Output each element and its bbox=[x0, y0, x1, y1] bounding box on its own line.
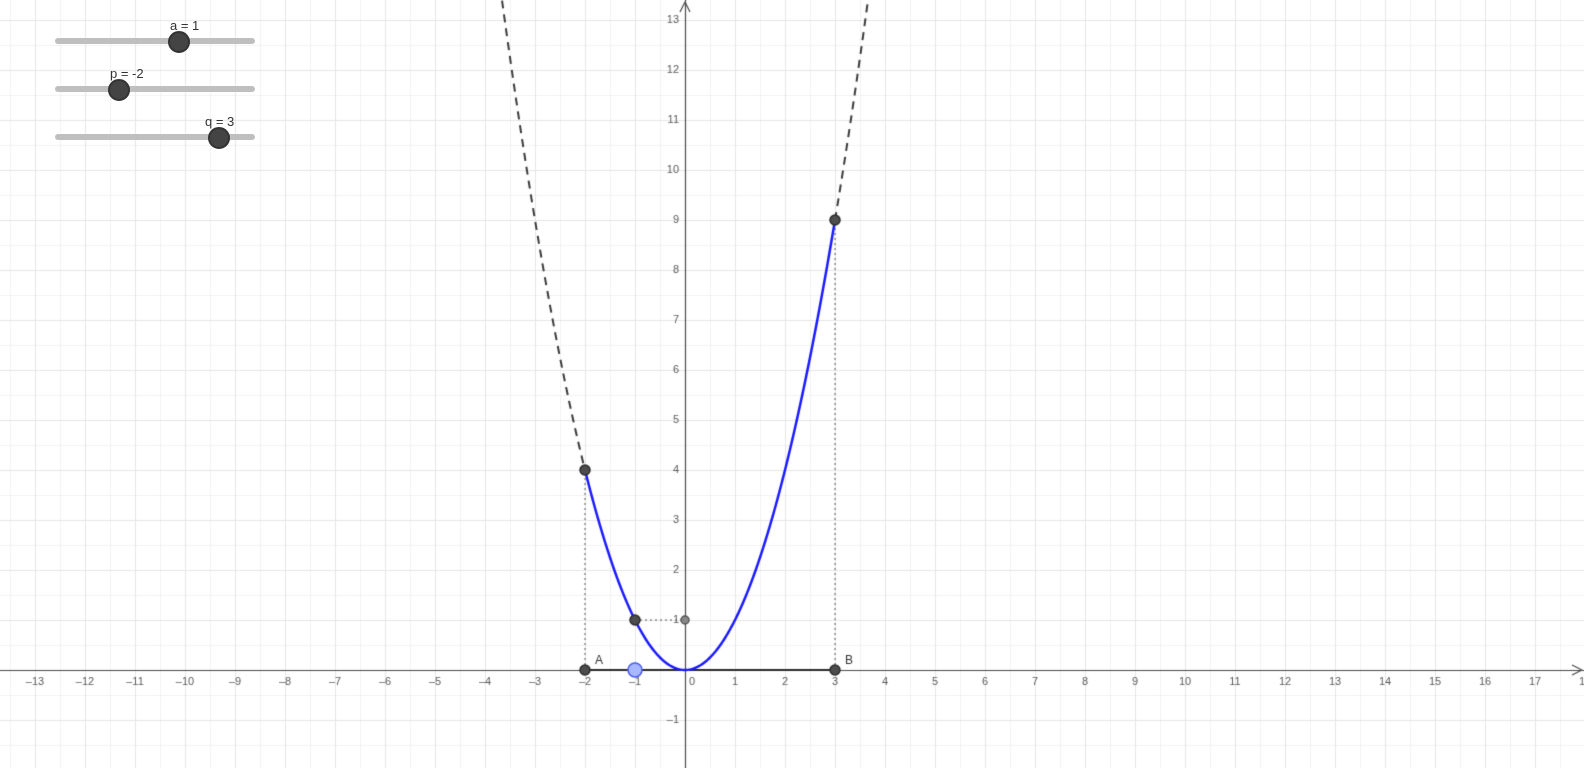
slider-p-label: p = -2 bbox=[110, 66, 330, 81]
slider-a-thumb[interactable] bbox=[168, 31, 190, 53]
slider-p-thumb[interactable] bbox=[108, 79, 130, 101]
slider-p-track[interactable] bbox=[55, 86, 255, 92]
slider-a-track[interactable] bbox=[55, 38, 255, 44]
slider-a-row: a = 1 bbox=[55, 20, 275, 68]
slider-p-row: p = -2 bbox=[55, 68, 275, 116]
slider-q-label: q = 3 bbox=[205, 114, 425, 129]
slider-a-label: a = 1 bbox=[170, 18, 390, 33]
slider-q-row: q = 3 bbox=[55, 116, 275, 164]
slider-q-thumb[interactable] bbox=[208, 127, 230, 149]
sliders-panel: a = 1 p = -2 q = 3 bbox=[55, 20, 275, 164]
